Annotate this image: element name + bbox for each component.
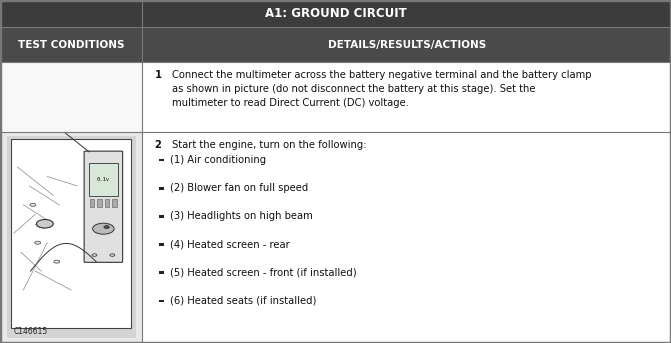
Circle shape bbox=[36, 220, 53, 228]
Circle shape bbox=[92, 254, 97, 256]
Circle shape bbox=[104, 226, 109, 228]
Bar bbox=[0, 62, 142, 132]
Text: 0.1v: 0.1v bbox=[97, 177, 110, 182]
Text: 1: 1 bbox=[154, 70, 162, 80]
Bar bbox=[142, 27, 671, 62]
Text: A1: GROUND CIRCUIT: A1: GROUND CIRCUIT bbox=[264, 7, 407, 20]
Text: (2) Blower fan on full speed: (2) Blower fan on full speed bbox=[170, 183, 309, 193]
Circle shape bbox=[35, 241, 41, 244]
Bar bbox=[0, 132, 142, 343]
Text: (6) Heated seats (if installed): (6) Heated seats (if installed) bbox=[170, 296, 317, 306]
Bar bbox=[159, 300, 164, 302]
Bar bbox=[159, 271, 164, 274]
Bar bbox=[97, 199, 101, 207]
Circle shape bbox=[110, 254, 115, 256]
Text: 2: 2 bbox=[154, 140, 161, 150]
Circle shape bbox=[93, 223, 114, 234]
Text: Connect the multimeter across the battery negative terminal and the battery clam: Connect the multimeter across the batter… bbox=[172, 70, 591, 107]
Bar bbox=[159, 243, 164, 246]
Text: Start the engine, turn on the following:: Start the engine, turn on the following: bbox=[172, 140, 366, 150]
Bar bbox=[142, 62, 671, 132]
Bar bbox=[89, 163, 117, 196]
Bar bbox=[142, 132, 671, 343]
Text: TEST CONDITIONS: TEST CONDITIONS bbox=[18, 39, 124, 50]
Bar bbox=[0, 27, 142, 62]
Bar bbox=[90, 199, 94, 207]
FancyBboxPatch shape bbox=[84, 151, 123, 262]
Circle shape bbox=[30, 203, 36, 206]
Text: (4) Heated screen - rear: (4) Heated screen - rear bbox=[170, 239, 290, 250]
Bar bbox=[159, 187, 164, 189]
Bar bbox=[0, 0, 671, 27]
Text: (1) Air conditioning: (1) Air conditioning bbox=[170, 155, 266, 165]
Text: (5) Heated screen - front (if installed): (5) Heated screen - front (if installed) bbox=[170, 268, 357, 278]
Circle shape bbox=[54, 260, 60, 263]
Bar bbox=[112, 199, 117, 207]
Bar bbox=[11, 139, 131, 328]
Text: DETAILS/RESULTS/ACTIONS: DETAILS/RESULTS/ACTIONS bbox=[327, 39, 486, 50]
Bar bbox=[7, 136, 136, 338]
Bar bbox=[159, 159, 164, 161]
Text: (3) Headlights on high beam: (3) Headlights on high beam bbox=[170, 211, 313, 222]
Bar bbox=[159, 215, 164, 217]
Bar bbox=[105, 199, 109, 207]
Text: C146615: C146615 bbox=[13, 327, 48, 336]
